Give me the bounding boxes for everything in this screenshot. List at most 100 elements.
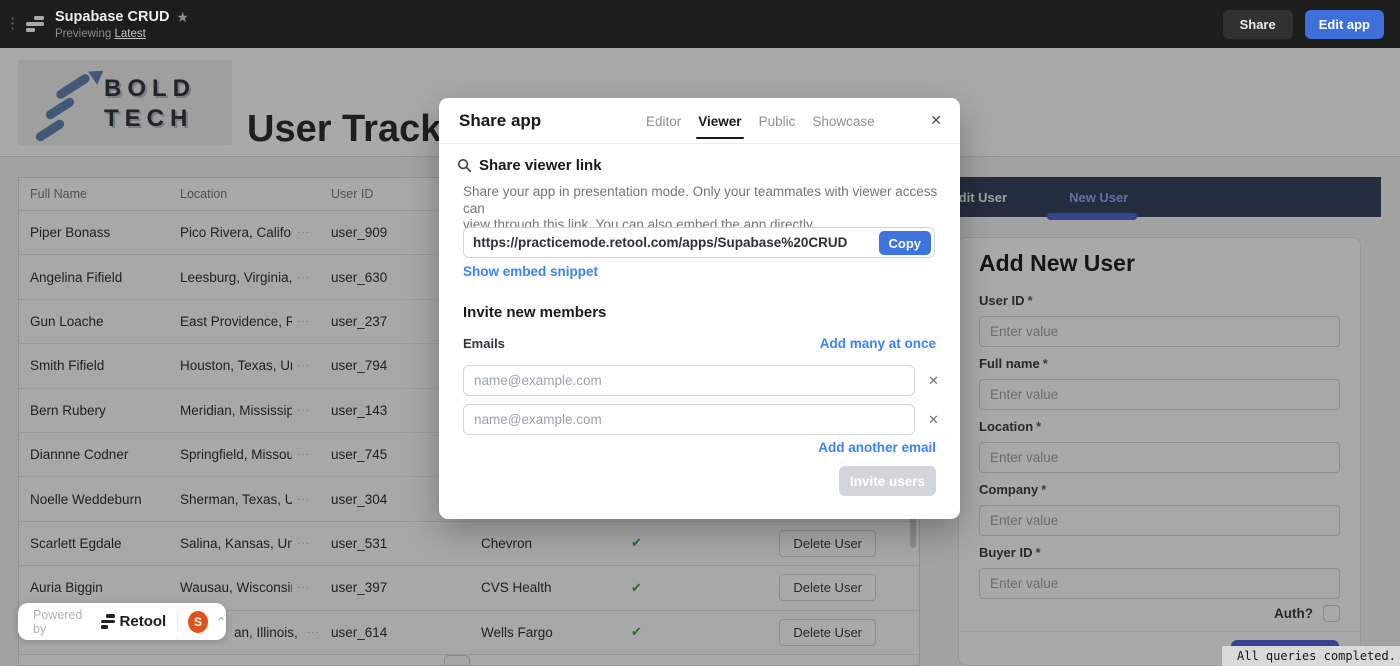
badge-divider [177, 610, 179, 633]
add-another-email-link[interactable]: Add another email [818, 440, 936, 455]
add-many-at-once-link[interactable]: Add many at once [819, 336, 936, 351]
bold-tech-logo: BOLD TECH [18, 60, 232, 145]
cell-location: Pico Rivera, Californ ··· [180, 225, 310, 241]
auth-checkbox[interactable] [1323, 605, 1340, 622]
field-label: Buyer ID [979, 545, 1033, 560]
cell-location: Salina, Kansas, Unit ··· [180, 535, 310, 551]
cell-user-id: user_794 [331, 358, 388, 374]
cell-location: Meridian, Mississipp ··· [180, 402, 310, 418]
form-field: User ID * [979, 293, 1340, 347]
form-field: Company * [979, 482, 1340, 536]
tab-viewer[interactable]: Viewer [696, 98, 744, 144]
cell-company: CVS Health [481, 580, 552, 596]
invite-new-members-heading: Invite new members [463, 304, 607, 321]
email-row-2: ✕ [463, 404, 951, 435]
overflow-icon[interactable]: ··· [297, 315, 310, 327]
delete-user-button[interactable]: Delete User [779, 618, 876, 646]
field-input[interactable] [979, 442, 1340, 473]
dialog-header: Share app Editor Viewer Public Showcase … [439, 98, 960, 144]
chevron-up-icon[interactable]: ⌃ [215, 614, 227, 629]
cell-full-name: Piper Bonass [30, 225, 111, 241]
user-avatar[interactable]: S [188, 610, 208, 633]
remove-email-icon[interactable]: ✕ [928, 411, 939, 427]
overflow-icon[interactable]: ··· [297, 537, 310, 549]
top-bar: ⋮ Supabase CRUD ★ Previewing Latest Shar… [0, 0, 1400, 48]
active-tab-indicator [1047, 213, 1137, 220]
field-input[interactable] [979, 316, 1340, 347]
overflow-icon[interactable]: ··· [297, 449, 310, 461]
share-url: https://practicemode.retool.com/apps/Sup… [473, 235, 848, 250]
close-icon[interactable]: ✕ [930, 112, 942, 128]
powered-by-label: Powered by [33, 607, 83, 636]
cell-company: Wells Fargo [481, 624, 553, 640]
drag-handle-icon[interactable]: ⋮ [5, 15, 20, 32]
check-icon: ✔ [631, 624, 642, 640]
cell-location: Leesburg, Virginia, U ··· [180, 269, 310, 285]
share-viewer-link-heading: Share viewer link [479, 157, 602, 174]
field-input[interactable] [979, 379, 1340, 410]
overflow-icon[interactable]: ··· [307, 626, 320, 638]
cell-company: Chevron [481, 535, 533, 551]
col-header-location[interactable]: Location [180, 187, 228, 201]
cell-location: Sherman, Texas, Un ··· [180, 491, 310, 507]
invite-users-button[interactable]: Invite users [839, 466, 936, 496]
show-embed-snippet-link[interactable]: Show embed snippet [463, 264, 599, 279]
share-url-field[interactable]: https://practicemode.retool.com/apps/Sup… [463, 227, 935, 258]
auth-check-cell: ✔ [620, 624, 770, 640]
share-button[interactable]: Share [1222, 9, 1293, 39]
user-panel-tabs: Edit User New User [933, 177, 1381, 220]
required-marker: * [1041, 482, 1047, 497]
star-icon[interactable]: ★ [176, 8, 189, 25]
cell-user-id: user_614 [331, 624, 388, 640]
retool-logo-icon [100, 614, 115, 629]
tab-showcase[interactable]: Showcase [812, 113, 875, 129]
form-field: Buyer ID * [979, 545, 1340, 599]
retool-brand: Retool [119, 613, 167, 630]
cell-full-name: Angelina Fifield [30, 269, 123, 285]
dialog-body: Share viewer link Share your app in pres… [439, 144, 960, 519]
cell-location: Houston, Texas, Uni ··· [180, 358, 310, 374]
col-header-full-name[interactable]: Full Name [30, 187, 87, 201]
cell-user-id: user_304 [331, 491, 388, 507]
required-marker: * [1036, 419, 1042, 434]
form-field: Full name * [979, 356, 1340, 410]
overflow-icon[interactable]: ··· [297, 227, 310, 239]
copy-button[interactable]: Copy [878, 231, 931, 255]
remove-email-icon[interactable]: ✕ [928, 372, 939, 388]
field-input[interactable] [979, 568, 1340, 599]
powered-by-retool-badge[interactable]: Powered by Retool S ⌃ [18, 603, 226, 640]
dialog-tabs: Editor Viewer Public Showcase [646, 98, 875, 144]
delete-user-button[interactable]: Delete User [779, 529, 876, 557]
check-icon: ✔ [631, 579, 642, 595]
email-input-1[interactable] [463, 365, 915, 396]
tab-new-user[interactable]: New User [1069, 189, 1129, 205]
check-icon: ✔ [631, 535, 642, 551]
cell-full-name: Smith Fifield [30, 358, 105, 374]
dialog-title: Share app [459, 111, 542, 130]
delete-user-button[interactable]: Delete User [779, 574, 876, 602]
email-input-2[interactable] [463, 404, 915, 435]
overflow-icon[interactable]: ··· [297, 360, 310, 372]
overflow-icon[interactable]: ··· [297, 493, 310, 505]
col-header-user-id[interactable]: User ID [331, 187, 374, 201]
overflow-icon[interactable]: ··· [297, 582, 310, 594]
cell-user-id: user_630 [331, 269, 388, 285]
overflow-icon[interactable]: ··· [297, 404, 310, 416]
cell-location: Wausau, Wisconsin, ··· [180, 580, 310, 596]
retool-app-icon [26, 16, 44, 32]
form-title: Add New User [979, 250, 1135, 276]
table-row[interactable]: Scarlett Egdale Salina, Kansas, Unit ···… [19, 521, 919, 567]
cell-location: East Providence, Rh ··· [180, 313, 310, 329]
tab-public[interactable]: Public [758, 113, 796, 129]
version-link[interactable]: Latest [114, 27, 146, 40]
table-footer-button[interactable] [444, 655, 470, 665]
field-input[interactable] [979, 505, 1340, 536]
field-label: Location [979, 419, 1034, 434]
overflow-icon[interactable]: ··· [297, 271, 310, 283]
form-field: Location * [979, 419, 1340, 473]
edit-app-button[interactable]: Edit app [1304, 9, 1384, 39]
auth-check-cell: ✔ [620, 580, 770, 596]
tab-editor[interactable]: Editor [646, 113, 682, 129]
tab-edit-user[interactable]: Edit User [950, 189, 1008, 205]
cell-full-name: Auria Biggin [30, 580, 103, 596]
